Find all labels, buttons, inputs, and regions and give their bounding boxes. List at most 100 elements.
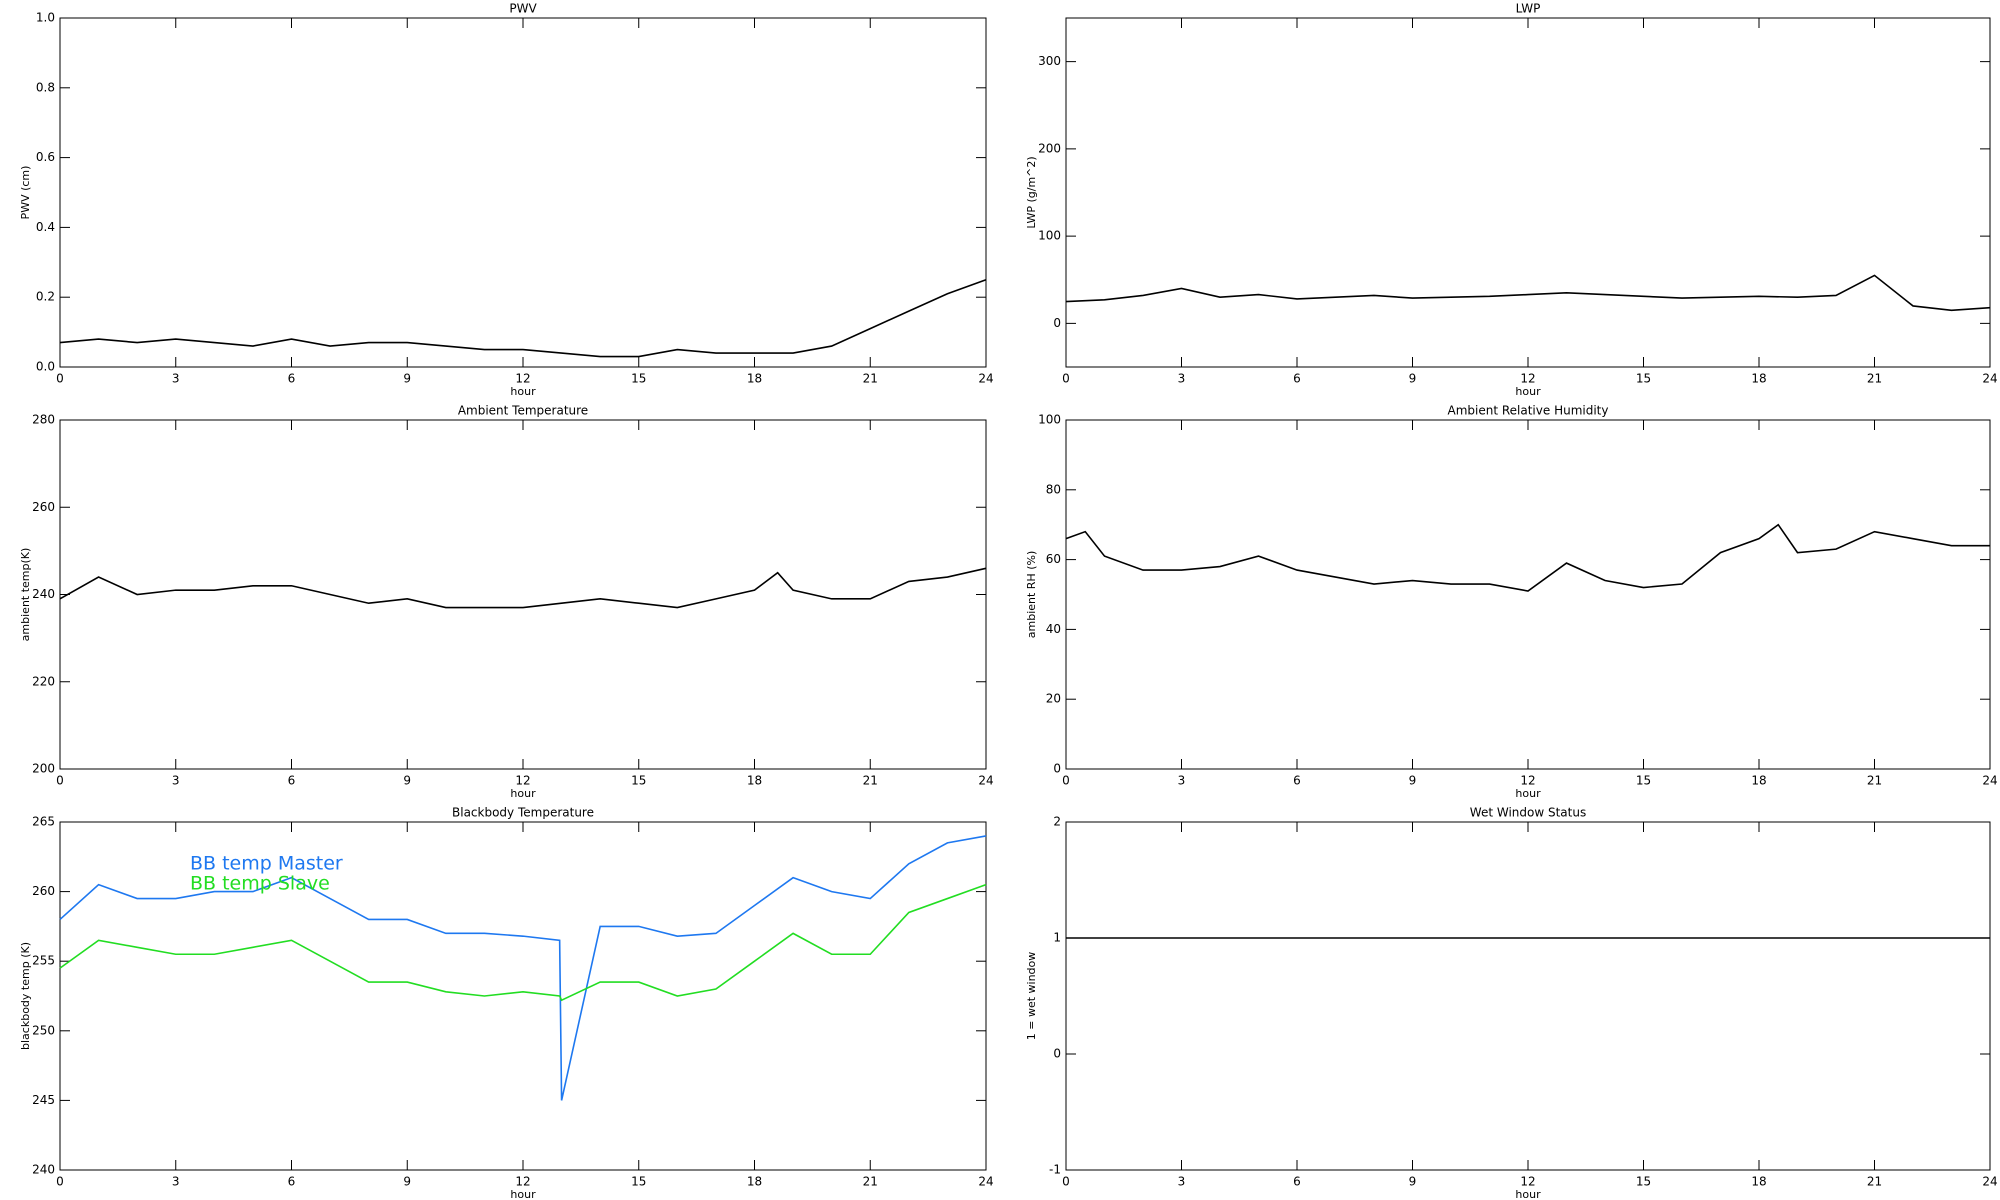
x-tick-label: 15 [1636,1175,1651,1189]
x-tick-label: 18 [1751,372,1766,386]
chart-title: Blackbody Temperature [452,806,594,820]
x-tick-label: 0 [56,774,64,788]
chart-title: Ambient Temperature [458,404,588,418]
x-tick-label: 24 [1982,774,1997,788]
y-tick-label: 40 [1046,622,1061,636]
plot-frame [59,17,987,368]
x-tick-label: 18 [1751,774,1766,788]
y-tick-label: 0.8 [36,80,55,94]
y-tick-label: 1 [1053,931,1061,945]
y-tick-label: 0.0 [36,360,55,374]
x-tick-label: 15 [631,1175,646,1189]
x-tick-label: 12 [1520,1175,1535,1189]
x-tick-label: 15 [1636,774,1651,788]
y-tick-label: 0 [1053,316,1061,330]
x-tick-label: 9 [403,774,411,788]
x-tick-label: 21 [863,1175,878,1189]
y-tick-label: 200 [1038,141,1061,155]
y-axis-label: ambient RH (%) [1025,551,1038,639]
chart-title: Wet Window Status [1470,806,1586,820]
x-tick-label: 3 [172,1175,180,1189]
x-tick-label: 12 [515,1175,530,1189]
data-line [1065,523,1990,592]
y-tick-label: 240 [32,587,55,601]
x-tick-label: 3 [172,774,180,788]
x-tick-label: 18 [747,372,762,386]
x-tick-label: 12 [515,774,530,788]
x-axis-label: hour [1515,1188,1541,1200]
x-tick-label: 6 [1293,372,1301,386]
x-tick-label: 15 [1636,372,1651,386]
x-tick-label: 18 [747,774,762,788]
x-tick-label: 18 [747,1175,762,1189]
plot-frame [1065,419,1991,770]
data-line [59,835,987,1101]
y-tick-label: 250 [32,1023,55,1037]
x-tick-label: 3 [172,372,180,386]
chart-title: LWP [1516,2,1541,16]
x-tick-label: 12 [1520,774,1535,788]
data-line [59,883,987,1002]
y-tick-label: 220 [32,674,55,688]
x-tick-label: 9 [403,1175,411,1189]
data-line [59,567,987,609]
x-axis-label: hour [510,787,536,800]
x-tick-label: 6 [1293,774,1301,788]
y-axis-label: blackbody temp (K) [19,942,32,1050]
y-tick-label: 100 [1038,229,1061,243]
y-tick-label: 80 [1046,482,1061,496]
x-axis-label: hour [510,385,536,398]
x-tick-label: 15 [631,774,646,788]
legend-entry: BB temp Slave [190,873,330,895]
x-tick-label: 0 [56,1175,64,1189]
x-tick-label: 0 [1062,1175,1070,1189]
x-tick-label: 0 [1062,372,1070,386]
y-tick-label: 300 [1038,54,1061,68]
plot-frame [1065,821,1991,1171]
x-tick-label: 3 [1178,1175,1186,1189]
x-axis-label: hour [1515,787,1541,800]
plot-frame [59,419,987,770]
x-tick-label: 21 [1867,774,1882,788]
x-tick-label: 3 [1178,372,1186,386]
chart-title: PWV [509,2,537,16]
y-tick-label: 260 [32,884,55,898]
x-tick-label: 21 [863,774,878,788]
x-tick-label: 12 [515,372,530,386]
x-tick-label: 18 [1751,1175,1766,1189]
y-tick-label: -1 [1049,1163,1061,1177]
x-tick-label: 3 [1178,774,1186,788]
y-tick-label: 240 [32,1163,55,1177]
y-tick-label: 245 [32,1093,55,1107]
y-tick-label: 20 [1046,692,1061,706]
y-tick-label: 0 [1053,1047,1061,1061]
y-tick-label: 200 [32,762,55,776]
data-line [1065,274,1991,312]
y-tick-label: 0.2 [36,290,55,304]
legend-entry: BB temp Master [190,853,343,875]
y-tick-label: 280 [32,413,55,427]
x-tick-label: 9 [1409,1175,1417,1189]
chart-title: Ambient Relative Humidity [1448,404,1609,418]
x-tick-label: 24 [978,372,993,386]
y-axis-label: 1 = wet window [1025,952,1038,1041]
x-tick-label: 6 [288,372,296,386]
y-tick-label: 2 [1053,815,1061,829]
y-tick-label: 255 [32,954,55,968]
x-axis-label: hour [510,1188,536,1200]
x-tick-label: 6 [288,774,296,788]
y-tick-label: 100 [1038,413,1061,427]
y-tick-label: 0.6 [36,150,55,164]
y-tick-label: 1.0 [36,11,55,25]
x-tick-label: 24 [1982,372,1997,386]
x-tick-label: 0 [1062,774,1070,788]
y-axis-label: ambient temp(K) [19,548,32,642]
y-tick-label: 60 [1046,552,1061,566]
y-tick-label: 265 [32,815,55,829]
data-line [59,278,987,358]
x-tick-label: 6 [1293,1175,1301,1189]
x-tick-label: 24 [978,1175,993,1189]
y-tick-label: 0.4 [36,220,55,234]
x-tick-label: 12 [1520,372,1535,386]
